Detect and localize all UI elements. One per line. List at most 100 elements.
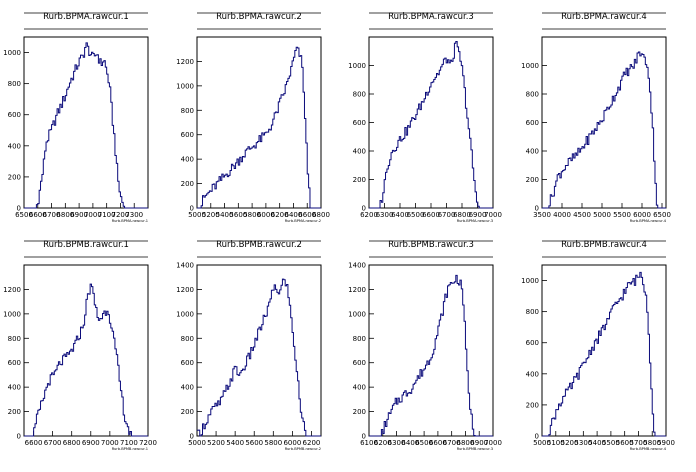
x-tick-label: 5600 xyxy=(616,439,634,447)
x-tick-label: 7100 xyxy=(98,211,116,219)
x-tick-label: 5000 xyxy=(188,439,206,447)
x-tick-label: 5100 xyxy=(547,439,565,447)
x-tick-label: 6800 xyxy=(453,211,471,219)
x-tick-label: 6400 xyxy=(391,211,409,219)
histogram-panel: Rurb.BPMA.rawcur.30200400600800100062006… xyxy=(348,12,502,223)
y-tick-label: 1400 xyxy=(348,262,366,270)
y-tick-label: 400 xyxy=(526,370,539,378)
histogram-title: Rurb.BPMB.rawcur.4 xyxy=(561,240,647,250)
x-tick-label: 6700 xyxy=(438,211,456,219)
y-tick-label: 1000 xyxy=(521,62,539,70)
y-tick-label: 600 xyxy=(353,119,366,127)
histogram-line xyxy=(24,283,148,437)
x-tick-label: 6500 xyxy=(15,211,33,219)
x-tick-label: 5400 xyxy=(588,439,606,447)
x-tick-label: 6800 xyxy=(56,211,74,219)
x-tick-label: 6100 xyxy=(360,439,378,447)
x-axis-title: Rurb.BPMB.rawcur.3 xyxy=(457,447,493,451)
y-tick-label: 200 xyxy=(353,408,366,416)
y-tick-label: 800 xyxy=(8,335,21,343)
y-tick-label: 1000 xyxy=(521,277,539,285)
y-tick-label: 1200 xyxy=(176,286,194,294)
y-tick-label: 1000 xyxy=(176,310,194,318)
histogram-title: Rurb.BPMA.rawcur.1 xyxy=(43,12,129,22)
y-tick-label: 1000 xyxy=(176,82,194,90)
x-tick-label: 6800 xyxy=(312,211,330,219)
y-tick-label: 800 xyxy=(181,107,194,115)
x-tick-label: 5200 xyxy=(207,439,225,447)
x-tick-label: 6900 xyxy=(469,211,487,219)
x-tick-label: 5600 xyxy=(245,439,263,447)
y-tick-label: 800 xyxy=(8,80,21,88)
x-tick-label: 7000 xyxy=(101,439,119,447)
x-tick-label: 5900 xyxy=(657,439,675,447)
y-tick-label: 600 xyxy=(353,359,366,367)
x-tick-label: 5800 xyxy=(643,439,661,447)
x-tick-label: 6700 xyxy=(44,439,62,447)
x-tick-label: 5800 xyxy=(243,211,261,219)
x-tick-label: 7200 xyxy=(139,439,157,447)
y-tick-label: 0 xyxy=(17,433,21,441)
x-tick-label: 5000 xyxy=(533,439,551,447)
histogram-title: Rurb.BPMA.rawcur.4 xyxy=(561,12,647,22)
y-tick-label: 1000 xyxy=(348,62,366,70)
x-tick-label: 5300 xyxy=(574,439,592,447)
x-tick-label: 6200 xyxy=(271,211,289,219)
y-tick-label: 0 xyxy=(362,205,366,213)
x-tick-label: 6000 xyxy=(283,439,301,447)
x-tick-label: 7200 xyxy=(112,211,130,219)
histogram-panel: Rurb.BPMB.rawcur.2 0 200 400 600 800 1000 1200 1… xyxy=(176,240,322,451)
y-tick-label: 1200 xyxy=(176,58,194,66)
x-tick-label: 6500 xyxy=(415,439,433,447)
y-tick-label: 400 xyxy=(8,142,21,150)
x-axis-title: Rurb.BPMA.rawcur.1 xyxy=(112,219,148,223)
plot-frame xyxy=(23,264,149,437)
x-tick-label: 3500 xyxy=(533,211,551,219)
x-tick-label: 6800 xyxy=(63,439,81,447)
x-axis-title: Rurb.BPMB.rawcur.2 xyxy=(285,447,321,451)
y-tick-label: 400 xyxy=(181,384,194,392)
y-tick-label: 600 xyxy=(8,359,21,367)
y-tick-label: 1400 xyxy=(176,262,194,270)
y-tick-label: 400 xyxy=(353,148,366,156)
histogram-line xyxy=(197,46,321,209)
x-tick-label: 6500 xyxy=(653,211,671,219)
x-tick-label: 6700 xyxy=(443,439,461,447)
y-tick-label: 0 xyxy=(17,205,21,213)
x-tick-label: 6900 xyxy=(70,211,88,219)
y-tick-label: 800 xyxy=(526,308,539,316)
x-tick-label: 6000 xyxy=(257,211,275,219)
histogram-title: Rurb.BPMB.rawcur.2 xyxy=(216,240,302,250)
x-tick-label: 5500 xyxy=(602,439,620,447)
x-tick-label: 5200 xyxy=(561,439,579,447)
plot-frame xyxy=(541,264,667,437)
y-tick-label: 400 xyxy=(526,148,539,156)
y-tick-label: 800 xyxy=(353,91,366,99)
x-tick-label: 5600 xyxy=(229,211,247,219)
x-tick-label: 6200 xyxy=(374,439,392,447)
x-tick-label: 6600 xyxy=(422,211,440,219)
x-tick-label: 7300 xyxy=(125,211,143,219)
y-tick-label: 600 xyxy=(181,131,194,139)
y-tick-label: 200 xyxy=(353,176,366,184)
x-tick-label: 6700 xyxy=(43,211,61,219)
histogram-title: Rurb.BPMA.rawcur.2 xyxy=(216,12,302,22)
x-tick-label: 6200 xyxy=(303,439,321,447)
x-tick-label: 5000 xyxy=(188,211,206,219)
y-tick-label: 600 xyxy=(181,359,194,367)
y-tick-label: 200 xyxy=(181,180,194,188)
plot-frame xyxy=(368,36,494,209)
y-tick-label: 200 xyxy=(526,176,539,184)
y-tick-label: 1200 xyxy=(348,286,366,294)
plot-frame xyxy=(196,264,322,437)
histogram-line xyxy=(542,271,666,437)
x-tick-label: 5800 xyxy=(264,439,282,447)
x-tick-label: 6600 xyxy=(298,211,316,219)
plot-frame xyxy=(368,264,494,437)
y-tick-label: 200 xyxy=(8,173,21,181)
y-tick-label: 600 xyxy=(526,119,539,127)
histogram-line xyxy=(542,51,666,209)
x-tick-label: 7100 xyxy=(120,439,138,447)
y-tick-label: 200 xyxy=(8,408,21,416)
